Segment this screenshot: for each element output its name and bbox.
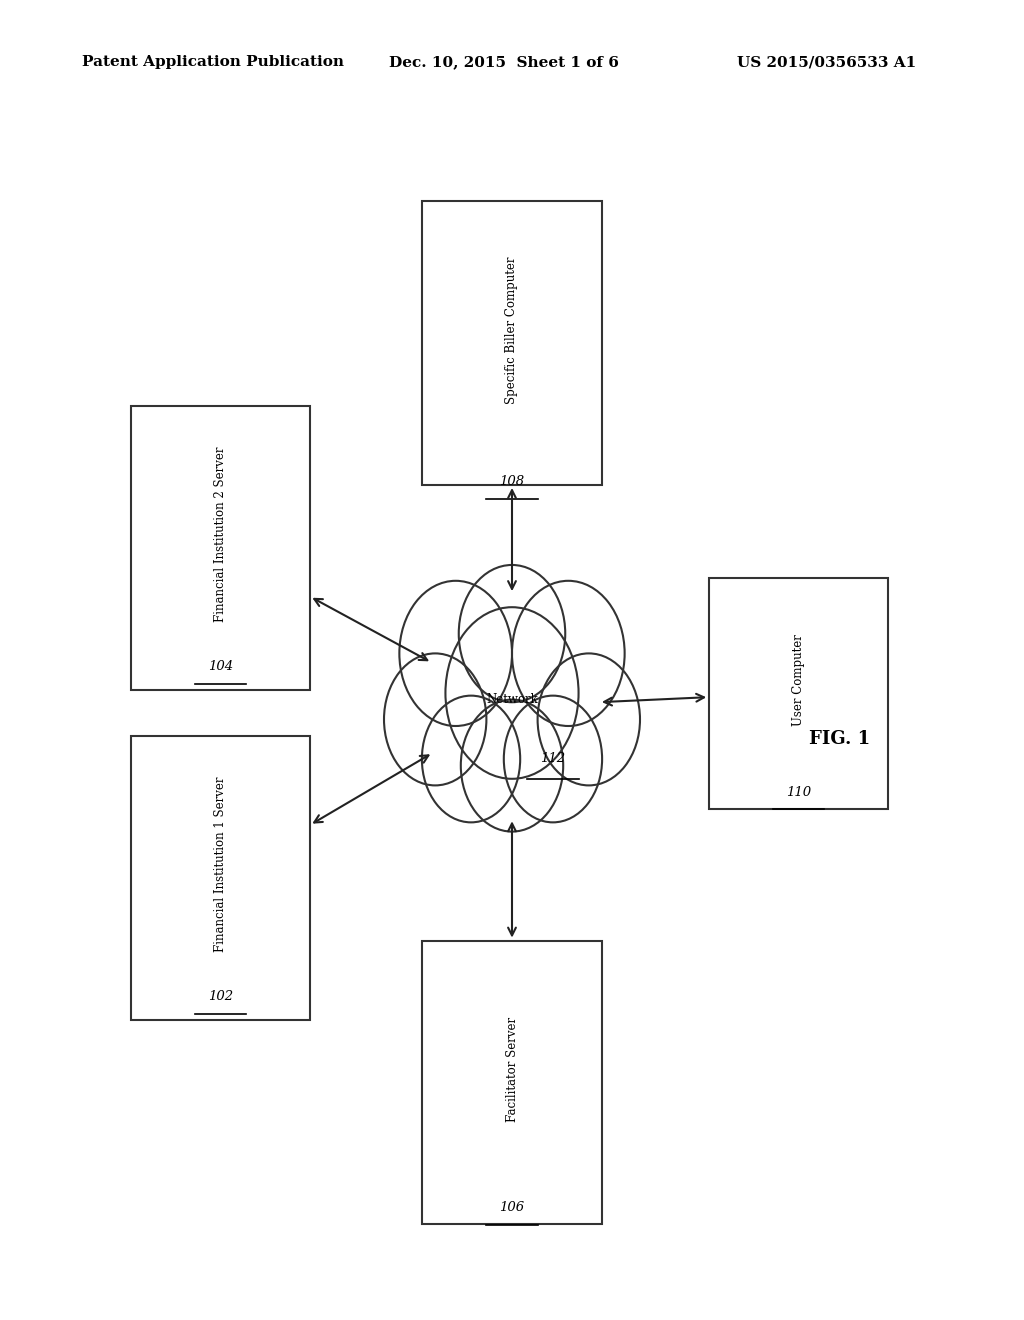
Circle shape — [512, 581, 625, 726]
Text: Patent Application Publication: Patent Application Publication — [82, 55, 344, 70]
Text: US 2015/0356533 A1: US 2015/0356533 A1 — [737, 55, 916, 70]
Text: Network: Network — [486, 693, 538, 706]
Circle shape — [422, 696, 520, 822]
Text: 102: 102 — [208, 990, 232, 1003]
Text: 108: 108 — [500, 475, 524, 488]
Text: Financial Institution 1 Server: Financial Institution 1 Server — [214, 777, 226, 952]
Text: 110: 110 — [786, 785, 811, 799]
FancyBboxPatch shape — [709, 578, 888, 808]
Circle shape — [445, 607, 579, 779]
Text: Dec. 10, 2015  Sheet 1 of 6: Dec. 10, 2015 Sheet 1 of 6 — [389, 55, 618, 70]
FancyBboxPatch shape — [422, 940, 601, 1225]
Circle shape — [459, 565, 565, 702]
Text: User Computer: User Computer — [793, 634, 805, 726]
Text: Facilitator Server: Facilitator Server — [506, 1016, 518, 1122]
Circle shape — [384, 653, 486, 785]
FancyBboxPatch shape — [422, 202, 601, 486]
Circle shape — [399, 581, 512, 726]
Circle shape — [461, 700, 563, 832]
Text: Specific Biller Computer: Specific Biller Computer — [506, 256, 518, 404]
Text: Financial Institution 2 Server: Financial Institution 2 Server — [214, 447, 226, 622]
Text: 104: 104 — [208, 660, 232, 673]
Text: 112: 112 — [541, 752, 565, 766]
Circle shape — [538, 653, 640, 785]
Circle shape — [504, 696, 602, 822]
Text: 106: 106 — [500, 1201, 524, 1214]
Text: FIG. 1: FIG. 1 — [809, 730, 870, 748]
FancyBboxPatch shape — [131, 407, 309, 689]
FancyBboxPatch shape — [131, 737, 309, 1019]
